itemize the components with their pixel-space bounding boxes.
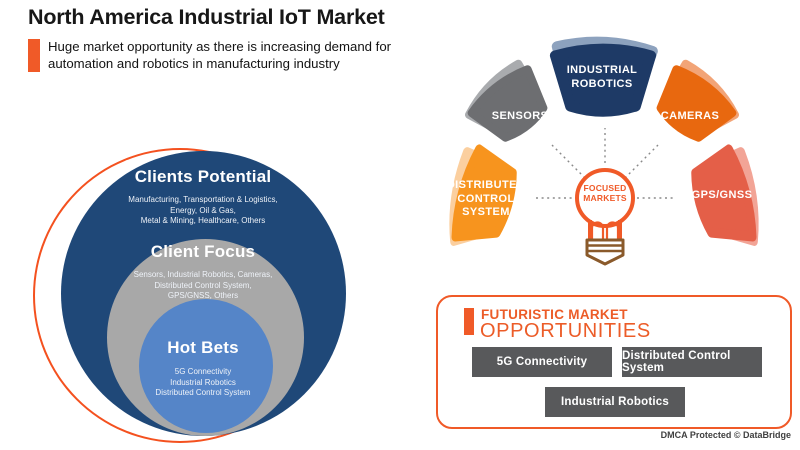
venn-outer-items: Manufacturing, Transportation & Logistic… xyxy=(128,195,278,225)
opportunities-heading-top: FUTURISTIC MARKET xyxy=(481,307,628,322)
venn-inner-title: Hot Bets xyxy=(167,338,239,357)
focused-markets-label: FOCUSED MARKETS xyxy=(583,183,627,203)
opportunity-item-5g-connectivity: 5G Connectivity xyxy=(465,347,612,386)
petal-label-distributed-control-system: DISTRIBUTED CONTROL SYSTEM xyxy=(446,179,526,218)
petal-label-cameras: CAMERAS xyxy=(660,110,720,122)
petal-label-gps-gnss: GPS/GNSS xyxy=(691,189,753,201)
page-title: North America Industrial IoT Market xyxy=(28,5,385,29)
futuristic-opportunities-panel: FUTURISTIC MARKET OPPORTUNITIES 5G Conne… xyxy=(436,295,792,429)
opportunity-item-industrial-robotics: Industrial Robotics xyxy=(538,387,685,426)
venn-outer-title: Clients Potential xyxy=(134,167,272,186)
venn-circle-hot-bets xyxy=(139,299,273,433)
petal-cameras xyxy=(647,56,745,150)
venn-middle-title: Client Focus xyxy=(150,242,256,261)
petal-label-sensors: SENSORS xyxy=(491,110,549,122)
dotted-connector-lines xyxy=(536,128,674,199)
dmca-watermark: DMCA Protected © DataBridge xyxy=(660,430,791,440)
venn-middle-items: Sensors, Industrial Robotics, Cameras, D… xyxy=(133,270,273,300)
opportunities-heading-bottom: OPPORTUNITIES xyxy=(480,320,651,342)
petal-sensors xyxy=(459,56,557,150)
subtitle-text: Huge market opportunity as there is incr… xyxy=(48,39,392,71)
petal-label-industrial-robotics: INDUSTRIAL ROBOTICS xyxy=(566,64,638,90)
lightbulb-icon xyxy=(575,168,635,266)
venn-inner-items: 5G Connectivity Industrial Robotics Dist… xyxy=(155,367,251,397)
opportunities-accent-bar xyxy=(464,308,474,335)
subtitle-accent-bar xyxy=(28,39,40,72)
